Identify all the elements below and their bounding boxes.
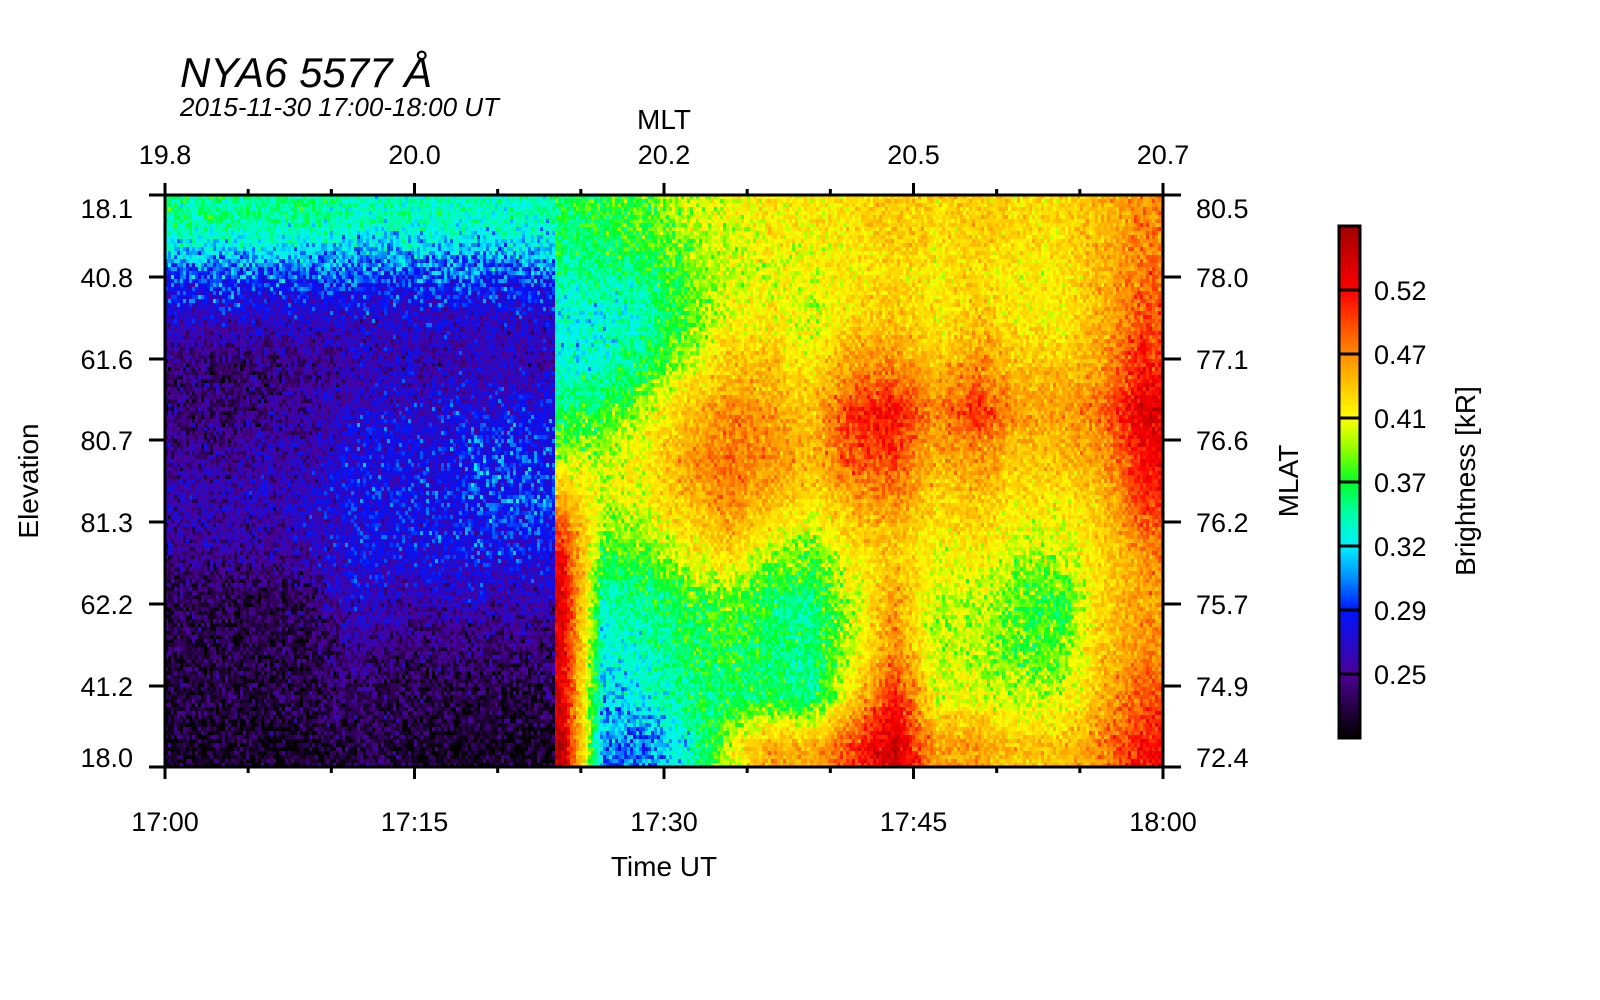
colorbar-tick-label: 0.52	[1374, 276, 1427, 306]
y-tick-label: 18.1	[80, 194, 133, 224]
right-tick-label: 76.6	[1196, 426, 1249, 456]
right-tick-label: 77.1	[1196, 345, 1249, 375]
colorbar-tick-label: 0.47	[1374, 340, 1427, 370]
top-axis-label: MLT	[637, 104, 691, 135]
x-tick-label: 17:15	[381, 807, 449, 837]
colorbar-label: Brightness [kR]	[1450, 386, 1481, 576]
colorbar-tick-label: 0.41	[1374, 404, 1427, 434]
y-tick-label: 81.3	[80, 508, 133, 538]
right-tick-label: 78.0	[1196, 263, 1249, 293]
chart-subtitle: 2015-11-30 17:00-18:00 UT	[179, 92, 501, 122]
y-tick-label: 40.8	[80, 263, 133, 293]
colorbar-tick-label: 0.37	[1374, 468, 1427, 498]
y-tick-label: 61.6	[80, 345, 133, 375]
top-tick-label: 20.2	[638, 140, 691, 170]
right-tick-label: 76.2	[1196, 508, 1249, 538]
y-axis-label: Elevation	[13, 423, 44, 538]
right-tick-label: 75.7	[1196, 590, 1249, 620]
x-tick-label: 17:00	[131, 807, 199, 837]
right-tick-label: 72.4	[1196, 743, 1249, 773]
top-tick-label: 20.7	[1137, 140, 1190, 170]
right-tick-label: 80.5	[1196, 194, 1249, 224]
x-tick-label: 17:45	[880, 807, 948, 837]
top-tick-label: 19.8	[139, 140, 192, 170]
top-tick-label: 20.0	[388, 140, 441, 170]
chart-title: NYA6 5577 Å	[180, 49, 432, 96]
colorbar-tick-label: 0.32	[1374, 532, 1427, 562]
y-tick-label: 62.2	[80, 590, 133, 620]
colorbar-tick-label: 0.29	[1374, 596, 1427, 626]
x-axis-label: Time UT	[611, 851, 717, 882]
colorbar-tick-label: 0.25	[1374, 660, 1427, 690]
keogram-heatmap	[165, 195, 1163, 767]
top-tick-label: 20.5	[887, 140, 940, 170]
y-tick-label: 18.0	[80, 743, 133, 773]
y-tick-label: 80.7	[80, 426, 133, 456]
right-tick-label: 74.9	[1196, 672, 1249, 702]
x-tick-label: 17:30	[630, 807, 698, 837]
right-axis-label: MLAT	[1273, 445, 1304, 518]
plot-frame	[163, 193, 1165, 769]
x-tick-label: 18:00	[1129, 807, 1197, 837]
y-tick-label: 41.2	[80, 672, 133, 702]
